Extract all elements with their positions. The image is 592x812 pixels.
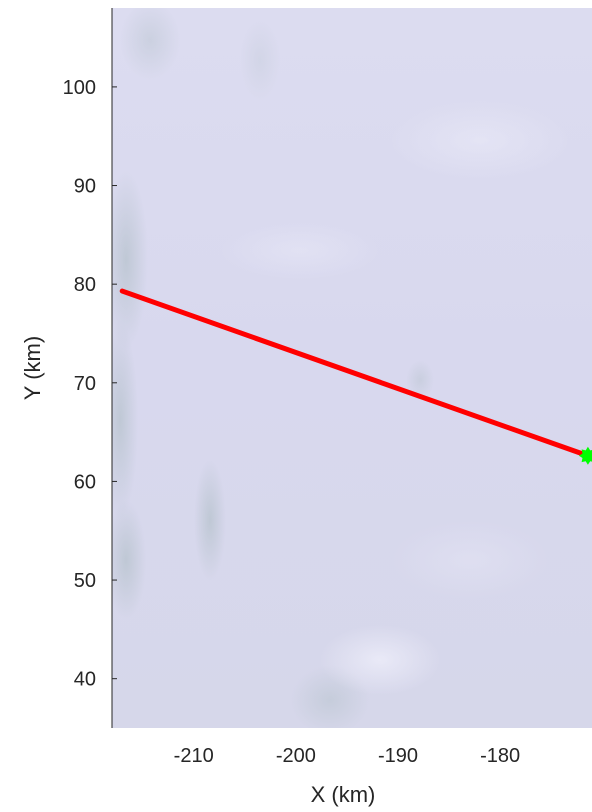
series-layer	[119, 288, 592, 465]
star-marker	[578, 446, 592, 465]
y-tick-label: 50	[74, 570, 96, 592]
x-ticks: -210 -200 -190 -180	[174, 745, 520, 767]
x-axis-title: X (km)	[311, 782, 376, 807]
x-tick-label: -210	[174, 745, 214, 767]
y-axis-title: Y (km)	[20, 336, 45, 400]
x-tick-label: -180	[480, 745, 520, 767]
satellite-image	[112, 8, 592, 728]
y-tick-label: 70	[74, 373, 96, 395]
y-tick-label: 60	[74, 471, 96, 493]
y-tick-label: 40	[74, 669, 96, 691]
track-line	[119, 288, 591, 459]
y-tick-label: 90	[74, 176, 96, 198]
x-tick-label: -190	[378, 745, 418, 767]
y-tick-label: 80	[74, 274, 96, 296]
y-tick-label: 100	[63, 77, 96, 99]
x-tick-label: -200	[276, 745, 316, 767]
y-ticks: 40 50 60 70 80 90 100	[63, 77, 117, 691]
